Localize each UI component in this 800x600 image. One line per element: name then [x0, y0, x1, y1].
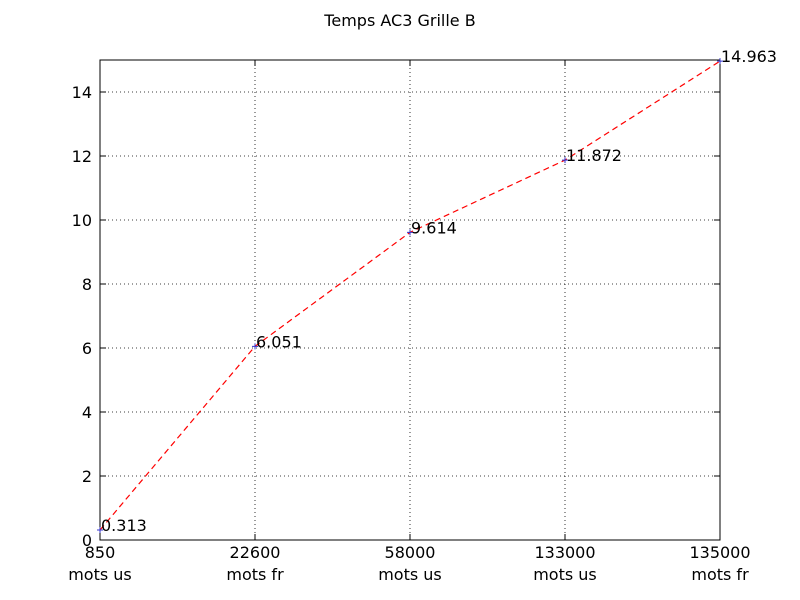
data-point — [407, 229, 413, 236]
x-tick-value: 850 — [85, 543, 116, 562]
x-tick-label: mots us — [68, 565, 132, 584]
plot-area: 0 2 4 6 8 10 12 14 850 mots us 22600 mots fr 58000 mo… — [68, 47, 777, 584]
data-label: 0.313 — [101, 516, 147, 535]
data-point — [97, 526, 103, 533]
y-tick-label: 10 — [72, 211, 92, 230]
x-tick-value: 133000 — [534, 543, 595, 562]
data-label: 11.872 — [566, 146, 622, 165]
y-tick-label: 6 — [82, 339, 92, 358]
x-tick-label: mots us — [533, 565, 597, 584]
data-point — [717, 58, 723, 65]
data-label: 9.614 — [411, 218, 457, 237]
y-tick-label: 4 — [82, 403, 92, 422]
y-tick-label: 12 — [72, 147, 92, 166]
x-tick-value: 135000 — [689, 543, 750, 562]
data-point — [252, 343, 258, 350]
x-tick-label: mots fr — [691, 565, 749, 584]
y-tick-label: 14 — [72, 83, 92, 102]
y-tick-label: 2 — [82, 467, 92, 486]
x-tick-value: 58000 — [385, 543, 436, 562]
chart-title: Temps AC3 Grille B — [323, 11, 475, 30]
x-tick-value: 22600 — [230, 543, 281, 562]
data-point — [562, 157, 568, 164]
x-tick-label: mots us — [378, 565, 442, 584]
data-label: 14.963 — [721, 47, 777, 66]
data-label: 6.051 — [256, 332, 302, 351]
y-tick-label: 8 — [82, 275, 92, 294]
x-tick-label: mots fr — [226, 565, 284, 584]
y-tick-label: 0 — [82, 531, 92, 550]
